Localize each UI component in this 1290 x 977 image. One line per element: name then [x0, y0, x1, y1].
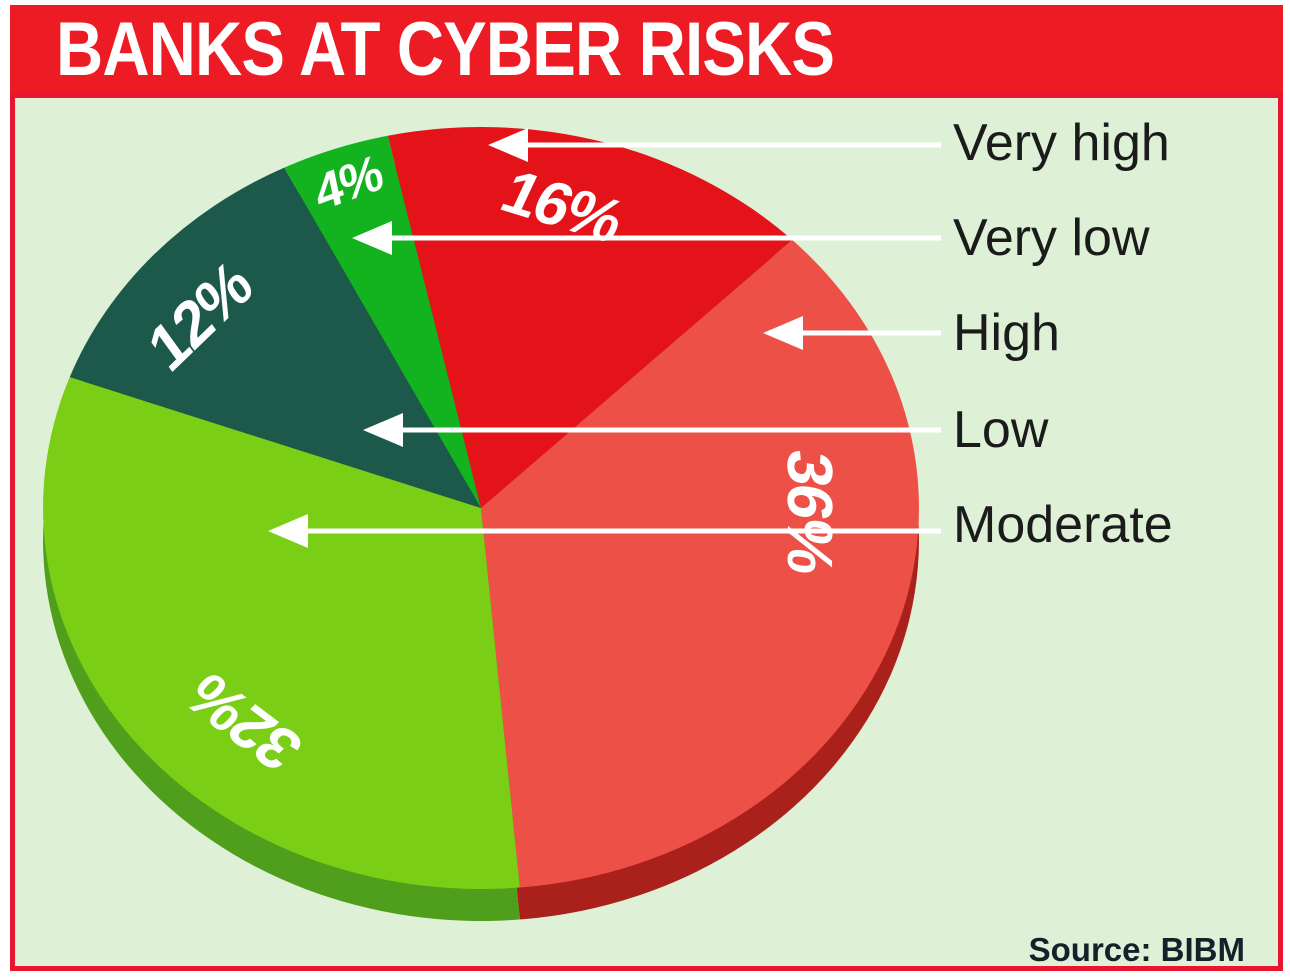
pct-label-high: 36% — [774, 446, 846, 579]
legend-item-very-high: Very high — [953, 114, 1170, 172]
legend-item-moderate: Moderate — [953, 496, 1173, 554]
leader-line-very-high — [518, 142, 941, 148]
arrowhead-icon-high — [763, 316, 803, 350]
arrowhead-icon-very-high — [488, 128, 528, 162]
page-title: BANKS AT CYBER RISKS — [56, 7, 835, 92]
leader-line-very-low — [382, 235, 941, 241]
title-bar: BANKS AT CYBER RISKS — [10, 5, 1283, 93]
leader-line-high — [793, 330, 941, 336]
leader-line-moderate — [298, 528, 941, 534]
leader-line-low — [393, 427, 941, 433]
legend-item-very-low: Very low — [953, 209, 1150, 267]
legend-item-high: High — [953, 304, 1060, 362]
arrowhead-icon-very-low — [352, 221, 392, 255]
source-credit: Source: BIBM — [1028, 931, 1245, 968]
arrowhead-icon-moderate — [268, 514, 308, 548]
pie-slice-very-low — [284, 135, 481, 508]
pie-slice-high — [481, 240, 919, 888]
legend-item-low: Low — [953, 401, 1049, 459]
arrowhead-icon-low — [363, 413, 403, 447]
pie-slice-very-high — [387, 126, 793, 508]
pie-slice-moderate — [43, 377, 520, 890]
pie-slice-low — [69, 167, 481, 508]
